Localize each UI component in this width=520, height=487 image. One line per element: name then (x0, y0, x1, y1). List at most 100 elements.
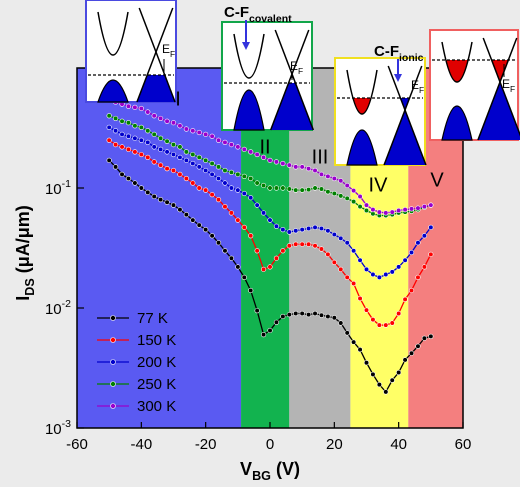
data-point (190, 217, 196, 223)
data-point (177, 144, 183, 150)
data-point (363, 360, 370, 366)
data-point (363, 202, 370, 208)
data-point (267, 217, 273, 223)
annotation: C-Fionic (374, 43, 424, 64)
x-tick-label: 0 (266, 436, 274, 453)
conduction-band (233, 33, 265, 79)
inset: EF (334, 57, 427, 166)
legend-marker (110, 337, 116, 343)
data-point (112, 128, 119, 134)
data-point (338, 235, 344, 242)
data-point (370, 271, 376, 278)
data-point (344, 274, 350, 280)
data-point (151, 113, 157, 119)
data-point (241, 146, 247, 152)
data-point (164, 138, 170, 144)
data-point (421, 203, 428, 210)
data-point (299, 310, 305, 317)
data-point (196, 164, 202, 170)
data-point (351, 339, 357, 345)
inset: EF (85, 0, 177, 103)
data-point (286, 243, 292, 249)
data-point (106, 137, 112, 143)
data-point (280, 313, 286, 320)
data-point (421, 335, 428, 341)
fermi-label: EF (290, 59, 303, 76)
data-point (190, 151, 196, 158)
valence-band (441, 105, 473, 141)
data-point (106, 113, 112, 119)
data-point (215, 137, 222, 143)
data-point (267, 157, 273, 163)
data-point (273, 185, 280, 191)
inset: EF (429, 29, 520, 141)
data-point (325, 173, 331, 179)
data-point (338, 193, 344, 199)
data-point (293, 310, 299, 317)
data-point (209, 133, 215, 139)
data-point (280, 227, 286, 233)
data-point (306, 225, 312, 232)
cone-line (138, 7, 176, 103)
data-point (357, 193, 363, 200)
data-point (190, 180, 196, 186)
data-point (177, 171, 183, 177)
data-point (241, 224, 247, 230)
data-point (228, 141, 234, 148)
data-point (215, 240, 222, 246)
data-point (396, 207, 402, 214)
data-point (286, 312, 292, 318)
data-point (357, 203, 363, 210)
data-point (196, 222, 202, 228)
data-point (421, 233, 428, 239)
data-point (222, 203, 228, 210)
data-point (273, 223, 280, 229)
data-point (151, 144, 157, 150)
conduction-band (346, 69, 378, 115)
legend-marker (110, 359, 116, 365)
data-point (228, 169, 234, 175)
data-point (389, 209, 395, 215)
legend-label: 300 K (137, 398, 176, 415)
data-point (132, 104, 138, 110)
data-point (389, 320, 395, 326)
data-point (280, 248, 286, 254)
data-point (235, 217, 241, 223)
data-point (267, 185, 273, 191)
valence-band (233, 89, 265, 131)
data-point (112, 115, 119, 122)
data-point (363, 207, 370, 214)
region-label: II (259, 136, 270, 158)
data-point (344, 182, 350, 189)
data-point (280, 185, 286, 191)
data-point (260, 266, 267, 272)
data-point (318, 225, 325, 232)
data-point (376, 274, 382, 280)
data-point (248, 233, 254, 239)
data-point (415, 205, 421, 211)
legend-marker (110, 381, 116, 387)
data-point (235, 171, 241, 177)
region-label: I (175, 88, 181, 110)
data-point (196, 129, 202, 136)
data-point (228, 255, 234, 261)
y-tick-label: 10-1 (45, 178, 71, 198)
data-point (383, 210, 389, 216)
data-point (190, 160, 196, 167)
data-point (145, 139, 151, 145)
data-point (293, 164, 299, 170)
data-point (273, 319, 280, 325)
data-point (164, 166, 170, 172)
data-point (267, 264, 273, 270)
data-point (357, 347, 363, 353)
data-point (112, 141, 119, 148)
data-point (402, 207, 408, 213)
data-point (183, 149, 189, 155)
data-point (248, 149, 254, 155)
data-point (421, 264, 428, 270)
data-point (370, 317, 376, 323)
fermi-label: EF (502, 77, 515, 94)
data-point (119, 131, 125, 137)
data-point (383, 389, 389, 395)
